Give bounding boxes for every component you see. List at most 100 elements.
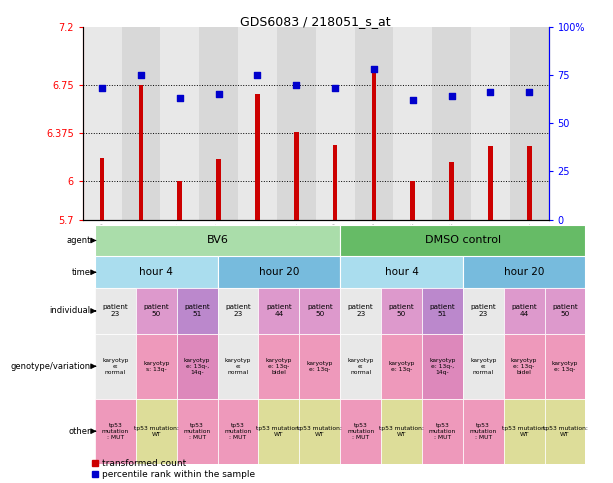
Point: [524, 88, 534, 96]
Bar: [504, 399, 544, 464]
Text: karyotyp
e: 13q-
bidel: karyotyp e: 13q- bidel: [265, 358, 292, 374]
Bar: [449, 162, 454, 220]
Bar: [299, 399, 340, 464]
Bar: [199, 27, 238, 220]
Text: karyotyp
e: 13q-,
14q-: karyotyp e: 13q-, 14q-: [429, 358, 455, 374]
Bar: [216, 159, 221, 220]
Text: hour 4: hour 4: [384, 267, 419, 277]
Text: patient
50: patient 50: [307, 304, 333, 317]
Bar: [136, 399, 177, 464]
Text: tp53
mutation
: MUT: tp53 mutation : MUT: [428, 423, 456, 440]
Bar: [381, 288, 422, 334]
Bar: [340, 399, 381, 464]
Text: hour 20: hour 20: [504, 267, 544, 277]
Text: patient
51: patient 51: [185, 304, 210, 317]
Text: karyotyp
e: 13q-: karyotyp e: 13q-: [388, 361, 415, 371]
Text: tp53 mutation:
WT: tp53 mutation: WT: [379, 426, 424, 437]
Bar: [463, 334, 504, 399]
Bar: [340, 334, 381, 399]
Point: [253, 71, 262, 79]
Text: time: time: [72, 268, 91, 277]
Bar: [218, 256, 340, 288]
Text: tp53
mutation
: MUT: tp53 mutation : MUT: [183, 423, 211, 440]
Text: hour 20: hour 20: [259, 267, 299, 277]
Text: agent: agent: [66, 236, 91, 245]
Bar: [333, 145, 337, 220]
Bar: [394, 27, 432, 220]
Text: patient
51: patient 51: [430, 304, 455, 317]
Bar: [259, 399, 299, 464]
Text: tp53 mutation:
WT: tp53 mutation: WT: [543, 426, 587, 437]
Bar: [488, 146, 493, 220]
Point: [485, 88, 495, 96]
Bar: [259, 288, 299, 334]
Bar: [255, 94, 260, 220]
Bar: [95, 256, 218, 288]
Bar: [177, 399, 218, 464]
Bar: [177, 334, 218, 399]
Bar: [340, 288, 381, 334]
Text: tp53
mutation
: MUT: tp53 mutation : MUT: [224, 423, 252, 440]
Bar: [83, 27, 121, 220]
Bar: [218, 399, 259, 464]
Legend: transformed count, percentile rank within the sample: transformed count, percentile rank withi…: [89, 455, 258, 483]
Text: hour 4: hour 4: [139, 267, 173, 277]
Text: patient
50: patient 50: [389, 304, 414, 317]
Text: karyotyp
e: 13q-
bidel: karyotyp e: 13q- bidel: [511, 358, 538, 374]
Bar: [463, 256, 585, 288]
Text: karyotyp
e:
normal: karyotyp e: normal: [225, 358, 251, 374]
Bar: [471, 27, 510, 220]
Bar: [544, 399, 585, 464]
Text: patient
23: patient 23: [225, 304, 251, 317]
Bar: [544, 334, 585, 399]
Bar: [422, 334, 463, 399]
Text: patient
44: patient 44: [511, 304, 537, 317]
Bar: [136, 334, 177, 399]
Bar: [371, 68, 376, 220]
Bar: [422, 399, 463, 464]
Bar: [294, 132, 299, 220]
Point: [175, 94, 185, 102]
Bar: [95, 334, 136, 399]
Bar: [544, 288, 585, 334]
Bar: [121, 27, 161, 220]
Point: [447, 92, 457, 100]
Bar: [95, 288, 136, 334]
Bar: [316, 27, 354, 220]
Bar: [95, 399, 136, 464]
Bar: [463, 288, 504, 334]
Text: patient
50: patient 50: [143, 304, 169, 317]
Text: tp53
mutation
: MUT: tp53 mutation : MUT: [347, 423, 375, 440]
Bar: [238, 27, 277, 220]
Text: individual: individual: [50, 307, 91, 315]
Bar: [340, 225, 585, 256]
Bar: [277, 27, 316, 220]
Text: genotype/variation: genotype/variation: [10, 362, 91, 371]
Text: tp53 mutation:
WT: tp53 mutation: WT: [501, 426, 547, 437]
Point: [214, 90, 224, 98]
Text: other: other: [68, 426, 91, 436]
Text: tp53 mutation:
WT: tp53 mutation: WT: [134, 426, 179, 437]
Text: tp53 mutation:
WT: tp53 mutation: WT: [256, 426, 302, 437]
Text: tp53
mutation
: MUT: tp53 mutation : MUT: [102, 423, 129, 440]
Text: patient
50: patient 50: [552, 304, 578, 317]
Text: DMSO control: DMSO control: [425, 236, 501, 245]
Bar: [139, 85, 143, 220]
Bar: [381, 399, 422, 464]
Bar: [218, 334, 259, 399]
Bar: [510, 27, 549, 220]
Text: karyotyp
e:
normal: karyotyp e: normal: [102, 358, 129, 374]
Bar: [299, 288, 340, 334]
Bar: [218, 288, 259, 334]
Text: karyotyp
e:
normal: karyotyp e: normal: [470, 358, 497, 374]
Bar: [354, 27, 394, 220]
Text: karyotyp
s: 13q-: karyotyp s: 13q-: [143, 361, 170, 371]
Point: [408, 96, 417, 104]
Text: GDS6083 / 218051_s_at: GDS6083 / 218051_s_at: [240, 15, 391, 28]
Bar: [259, 334, 299, 399]
Bar: [504, 334, 544, 399]
Point: [369, 65, 379, 73]
Bar: [340, 256, 463, 288]
Text: karyotyp
e: 13q-: karyotyp e: 13q-: [552, 361, 578, 371]
Bar: [136, 288, 177, 334]
